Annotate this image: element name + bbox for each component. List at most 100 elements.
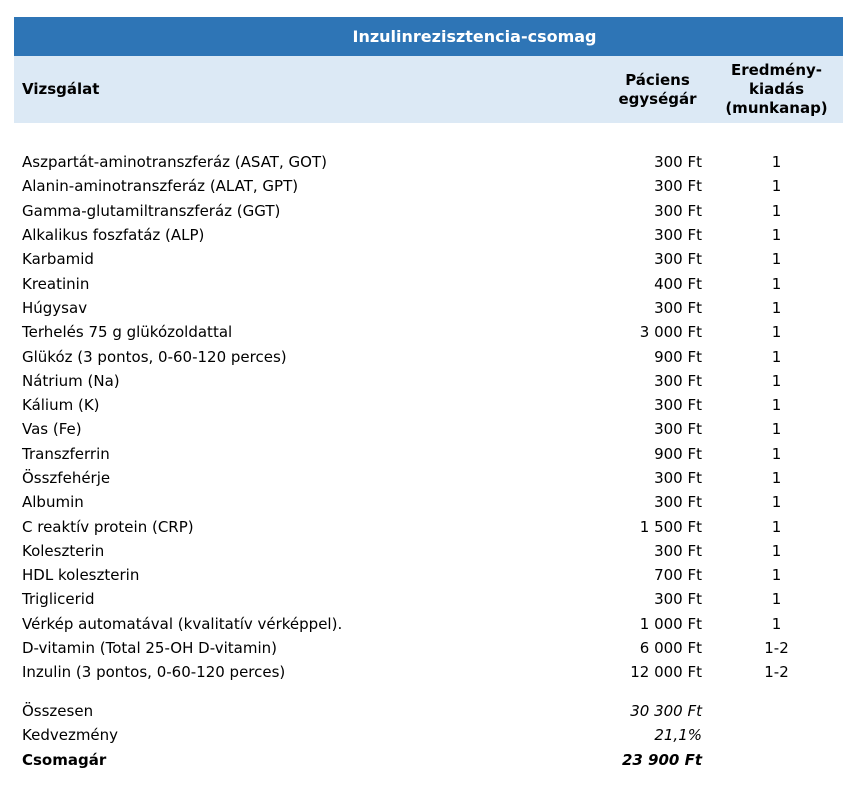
test-price: 300 Ft: [654, 250, 702, 269]
test-name: Terhelés 75 g glükózoldattal: [22, 323, 233, 342]
test-turnaround: 1: [771, 566, 782, 585]
test-price: 300 Ft: [654, 371, 702, 390]
test-name: Nátrium (Na): [22, 371, 120, 390]
test-name: Alanin-aminotranszferáz (ALAT, GPT): [22, 177, 299, 196]
test-price: 300 Ft: [654, 493, 702, 512]
summary-label: Csomagár: [22, 751, 107, 770]
table-row: Transzferrin 900 Ft 1: [14, 442, 843, 466]
test-turnaround: 1: [771, 469, 782, 487]
test-turnaround: 1: [771, 444, 782, 463]
test-turnaround: 1: [771, 250, 782, 269]
test-name: Transzferrin: [22, 444, 110, 463]
test-name: Gamma-glutamiltranszferáz (GGT): [22, 201, 281, 220]
test-name: Karbamid: [22, 250, 94, 269]
table-row: Vérkép automatával (kvalitatív vérképpel…: [14, 612, 843, 636]
table-row: Albumin 300 Ft 1: [14, 490, 843, 514]
lab-package-price-sheet: Inzulinrezisztencia-csomag Vizsgálat Pác…: [14, 17, 843, 773]
test-turnaround: 1: [771, 323, 782, 342]
summary-label: Kedvezmény: [22, 726, 119, 745]
test-price: 900 Ft: [654, 444, 702, 463]
test-turnaround: 1: [771, 541, 782, 560]
test-name: Aszpartát-aminotranszferáz (ASAT, GOT): [22, 153, 327, 172]
table-header-row: Vizsgálat Páciens egységár Eredmény- kia…: [14, 56, 843, 123]
table-row: Triglicerid 300 Ft 1: [14, 587, 843, 611]
test-turnaround: 1: [771, 153, 782, 172]
test-turnaround: 1-2: [764, 639, 789, 658]
column-header-patient-unit-price: Páciens egységár: [618, 70, 697, 108]
test-turnaround: 1: [771, 226, 782, 245]
test-price: 300 Ft: [654, 541, 702, 560]
test-price: 400 Ft: [654, 274, 702, 293]
test-name: Vérkép automatával (kvalitatív vérképpel…: [22, 614, 343, 633]
test-price: 300 Ft: [654, 469, 702, 487]
test-price: 300 Ft: [654, 590, 702, 609]
table-row: Kreatinin 400 Ft 1: [14, 271, 843, 295]
test-turnaround: 1: [771, 396, 782, 415]
test-name: Albumin: [22, 493, 84, 512]
test-turnaround: 1: [771, 371, 782, 390]
table-row: Karbamid 300 Ft 1: [14, 247, 843, 271]
table-row: C reaktív protein (CRP) 1 500 Ft 1: [14, 514, 843, 538]
test-turnaround: 1: [771, 493, 782, 512]
summary-value: 30 300 Ft: [630, 701, 702, 720]
table-row: Gamma-glutamiltranszferáz (GGT) 300 Ft 1: [14, 199, 843, 223]
test-name: Kálium (K): [22, 396, 100, 415]
summary-row: Kedvezmény 21,1%: [14, 723, 843, 748]
test-price: 300 Ft: [654, 177, 702, 196]
summary-rows: Összesen 30 300 Ft Kedvezmény 21,1% Csom…: [14, 699, 843, 773]
test-name: Triglicerid: [22, 590, 95, 609]
table-row: Nátrium (Na) 300 Ft 1: [14, 369, 843, 393]
table-row: Kálium (K) 300 Ft 1: [14, 393, 843, 417]
test-name: Inzulin (3 pontos, 0-60-120 perces): [22, 663, 286, 682]
test-turnaround: 1: [771, 590, 782, 609]
test-price: 900 Ft: [654, 347, 702, 366]
summary-value: 23 900 Ft: [621, 751, 702, 770]
package-title: Inzulinrezisztencia-csomag: [352, 27, 597, 46]
test-price: 300 Ft: [654, 420, 702, 439]
test-price: 1 000 Ft: [639, 614, 702, 633]
test-turnaround: 1: [771, 274, 782, 293]
test-price: 3 000 Ft: [639, 323, 702, 342]
test-name: Vas (Fe): [22, 420, 82, 439]
table-row: Aszpartát-aminotranszferáz (ASAT, GOT) 3…: [14, 150, 843, 174]
table-row: Vas (Fe) 300 Ft 1: [14, 417, 843, 441]
test-name: C reaktív protein (CRP): [22, 517, 194, 536]
table-row: Alkalikus foszfatáz (ALP) 300 Ft 1: [14, 223, 843, 247]
test-turnaround: 1: [771, 420, 782, 439]
column-header-test: Vizsgálat: [22, 80, 100, 99]
test-turnaround: 1: [771, 614, 782, 633]
test-turnaround: 1: [771, 517, 782, 536]
table-row: HDL koleszterin 700 Ft 1: [14, 563, 843, 587]
table-row: Terhelés 75 g glükózoldattal 3 000 Ft 1: [14, 320, 843, 344]
table-row: Összfehérje 300 Ft 1: [14, 466, 843, 490]
test-price: 1 500 Ft: [639, 517, 702, 536]
summary-row: Összesen 30 300 Ft: [14, 699, 843, 724]
test-turnaround: 1: [771, 177, 782, 196]
summary-value: 21,1%: [654, 726, 702, 745]
test-price: 12 000 Ft: [630, 663, 702, 682]
test-name: Alkalikus foszfatáz (ALP): [22, 226, 205, 245]
test-price: 300 Ft: [654, 298, 702, 317]
test-price: 300 Ft: [654, 396, 702, 415]
summary-label: Összesen: [22, 701, 94, 720]
test-price: 700 Ft: [654, 566, 702, 585]
table-row: Alanin-aminotranszferáz (ALAT, GPT) 300 …: [14, 174, 843, 198]
table-row: Inzulin (3 pontos, 0-60-120 perces) 12 0…: [14, 660, 843, 684]
table-row: Koleszterin 300 Ft 1: [14, 539, 843, 563]
table-row: D-vitamin (Total 25-OH D-vitamin) 6 000 …: [14, 636, 843, 660]
test-price: 6 000 Ft: [639, 639, 702, 658]
test-price: 300 Ft: [654, 226, 702, 245]
test-name: D-vitamin (Total 25-OH D-vitamin): [22, 639, 277, 658]
test-turnaround: 1: [771, 201, 782, 220]
test-price: 300 Ft: [654, 201, 702, 220]
test-name: Glükóz (3 pontos, 0-60-120 perces): [22, 347, 287, 366]
column-header-turnaround: Eredmény- kiadás (munkanap): [725, 61, 828, 117]
table-row: Húgysav 300 Ft 1: [14, 296, 843, 320]
test-turnaround: 1-2: [764, 663, 789, 682]
table-row: Glükóz (3 pontos, 0-60-120 perces) 900 F…: [14, 344, 843, 368]
test-name: Koleszterin: [22, 541, 105, 560]
test-name: Kreatinin: [22, 274, 90, 293]
test-turnaround: 1: [771, 347, 782, 366]
test-name: Húgysav: [22, 298, 88, 317]
summary-row: Csomagár 23 900 Ft: [14, 748, 843, 773]
